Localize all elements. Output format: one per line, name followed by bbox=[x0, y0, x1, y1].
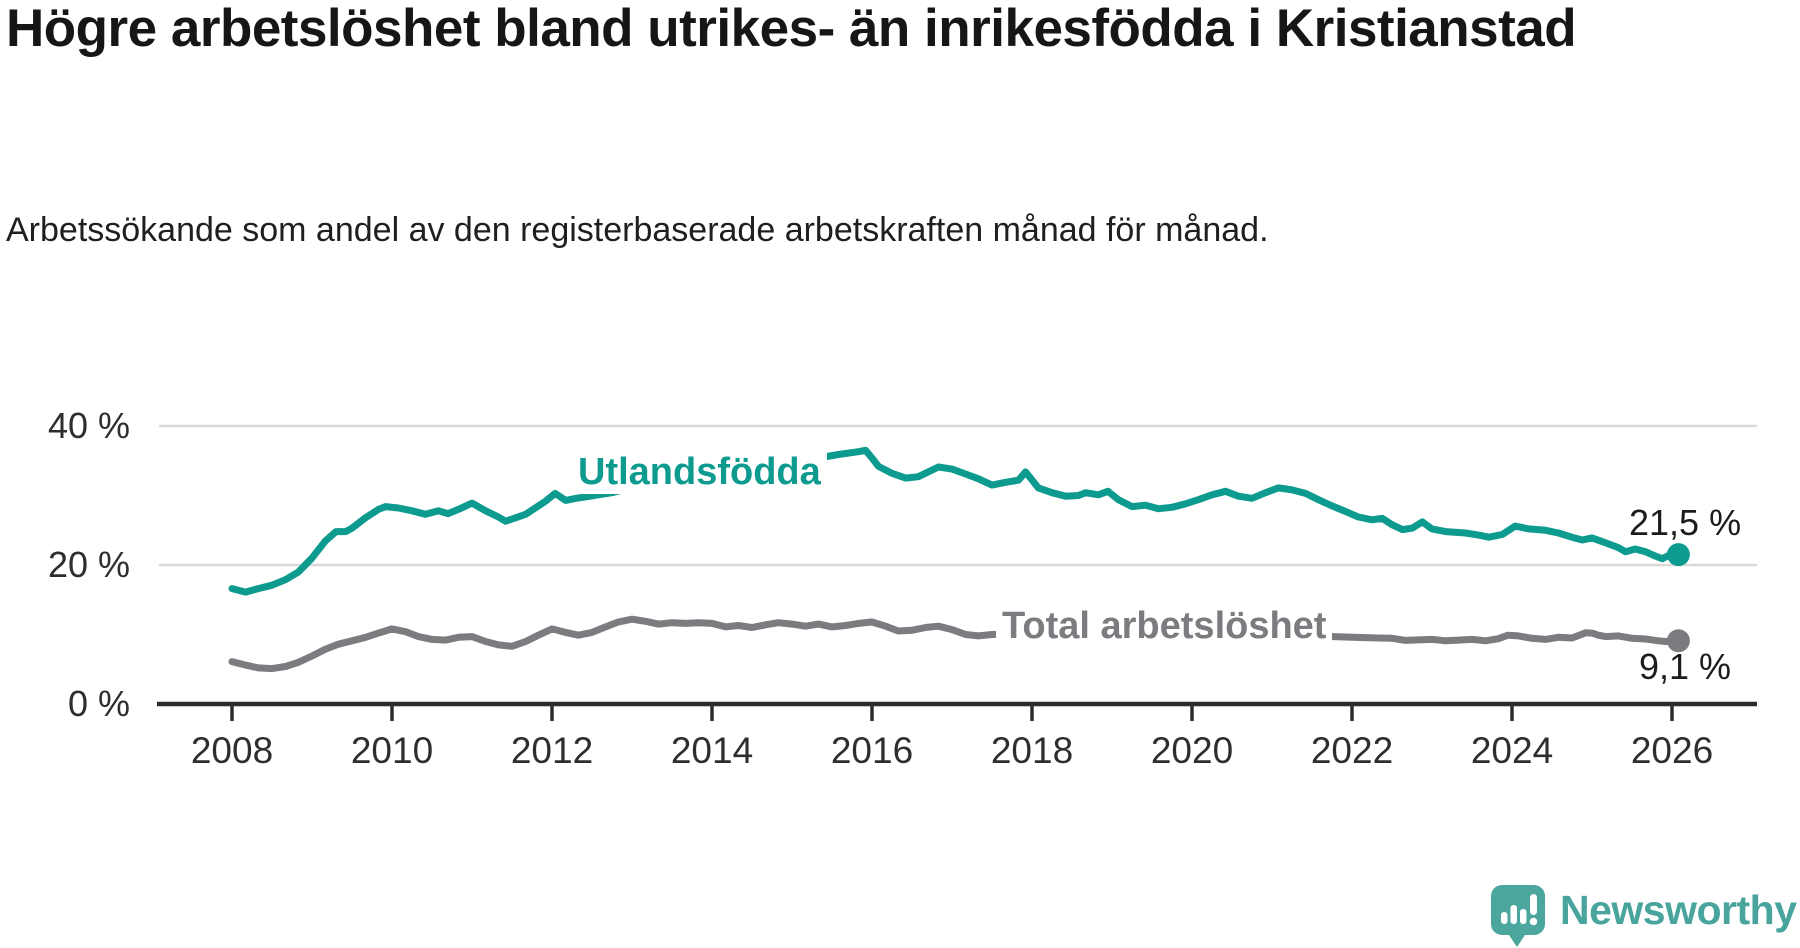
y-axis-label-40: 40 % bbox=[47, 405, 130, 446]
series-end-dot-utlandsfodda bbox=[1666, 543, 1690, 567]
newsworthy-logo-text: Newsworthy bbox=[1560, 887, 1797, 933]
x-axis-label-2010: 2010 bbox=[350, 730, 434, 771]
y-axis-label-20: 20 % bbox=[47, 544, 130, 585]
series-line-utlandsfodda bbox=[228, 446, 1682, 596]
x-axis-label-2022: 2022 bbox=[1310, 730, 1394, 771]
end-value-label-total: 9,1 % bbox=[1639, 646, 1732, 687]
x-axis-label-2020: 2020 bbox=[1150, 730, 1234, 771]
x-axis-label-2012: 2012 bbox=[510, 730, 594, 771]
newsworthy-logo: Newsworthy bbox=[1490, 884, 1797, 948]
x-axis-label-2018: 2018 bbox=[990, 730, 1074, 771]
newsworthy-logo-icon bbox=[1491, 885, 1545, 947]
end-value-label-utlandsfodda: 21,5 % bbox=[1629, 502, 1742, 543]
x-axis-label-2026: 2026 bbox=[1630, 730, 1714, 771]
x-axis-label-2014: 2014 bbox=[670, 730, 754, 771]
series-line-total bbox=[228, 615, 1682, 673]
series-end-dot-total bbox=[1666, 629, 1690, 653]
x-axis-label-2024: 2024 bbox=[1470, 730, 1554, 771]
x-axis-label-2016: 2016 bbox=[830, 730, 914, 771]
series-label-total-arbetsloshet: Total arbetslöshet bbox=[996, 604, 1333, 648]
y-axis-label-0: 0 % bbox=[67, 683, 130, 724]
page-subtitle: Arbetssökande som andel av den registerb… bbox=[6, 211, 1269, 249]
series-label-utlandsfodda: Utlandsfödda bbox=[572, 450, 827, 494]
page-title: Högre arbetslöshet bland utrikes- än inr… bbox=[6, 0, 1577, 58]
x-axis-label-2008: 2008 bbox=[190, 730, 274, 771]
